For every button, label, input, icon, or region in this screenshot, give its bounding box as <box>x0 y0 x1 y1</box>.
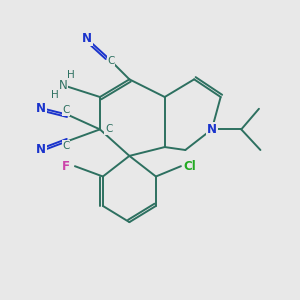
Text: C: C <box>105 124 112 134</box>
Text: C: C <box>62 141 70 151</box>
Text: H: H <box>51 90 59 100</box>
Text: H: H <box>67 70 74 80</box>
Text: F: F <box>62 160 70 173</box>
Text: Cl: Cl <box>183 160 196 173</box>
Text: N: N <box>82 32 92 46</box>
Text: N: N <box>36 143 46 157</box>
Text: N: N <box>207 123 217 136</box>
Text: C: C <box>107 56 115 66</box>
Text: N: N <box>59 79 68 92</box>
Text: N: N <box>36 102 46 115</box>
Text: C: C <box>62 105 70 115</box>
